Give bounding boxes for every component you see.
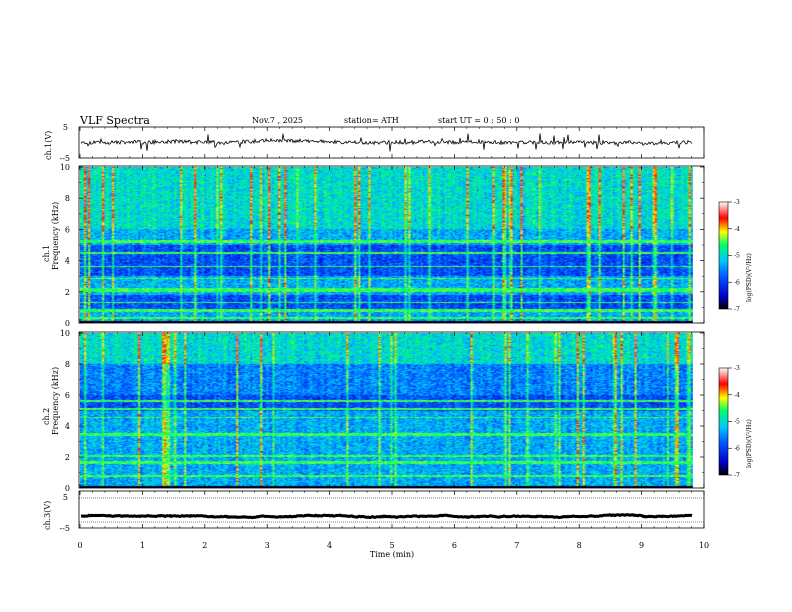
freq-tick-label: 8 — [65, 360, 70, 369]
freq-tick-label: 10 — [60, 163, 70, 172]
x-tick-label: 6 — [452, 541, 457, 550]
x-tick-label: 10 — [699, 541, 709, 550]
station-label: station= ATH — [344, 116, 399, 125]
freq-tick-label: 8 — [65, 194, 70, 203]
colorbar-tick-label: -7 — [734, 306, 740, 313]
ch1-waveform-panel: 5 --5 ch.1(V) — [44, 123, 705, 163]
x-axis-label: Time (min) — [370, 550, 414, 559]
colorbar-tick-label: -4 — [734, 392, 740, 399]
x-tick-label: 9 — [639, 541, 644, 550]
colorbar-tick-label: -5 — [734, 253, 740, 260]
ch3-ytick-bottom: --5 — [60, 524, 71, 533]
ch1-freq-ticks: 0 2 4 6 8 10 — [60, 163, 704, 328]
freq-tick-label: 2 — [65, 288, 70, 297]
freq-tick-label: 4 — [65, 422, 70, 431]
time-axis: 0 1 2 3 4 5 6 7 8 9 10 — [77, 127, 709, 550]
freq-tick-label: 0 — [65, 319, 70, 328]
x-tick-label: 2 — [202, 541, 207, 550]
ch2-spectrogram-image — [80, 333, 693, 488]
ch1-waveform-line — [80, 133, 693, 152]
freq-tick-label: 2 — [65, 453, 70, 462]
freq-tick-label: 4 — [65, 257, 70, 266]
ch2-spec-ylabel-bottom: Frequency (kHz) — [51, 367, 60, 435]
ch3-waveform-line — [80, 513, 693, 520]
freq-tick-label: 0 — [65, 484, 70, 493]
colorbar-tick-label: -6 — [734, 445, 740, 452]
x-tick-label: 7 — [514, 541, 519, 550]
x-tick-label: 5 — [389, 541, 394, 550]
ch1-ytick-top: 5 — [63, 123, 68, 132]
colorbar-tick-label: -4 — [734, 226, 740, 233]
freq-tick-label: 6 — [65, 391, 70, 400]
colorbar-tick-label: -7 — [734, 472, 740, 479]
ch2-colorbar: -3 -4 -5 -6 -7 log(PSD)(V²/Hz) — [718, 365, 753, 479]
ch1-spec-ylabel-bottom: Frequency (kHz) — [51, 202, 60, 270]
start-ut-label: start UT = 0 : 50 : 0 — [438, 116, 519, 125]
ch1-ylabel: ch.1(V) — [44, 131, 53, 160]
colorbar-tick-label: -3 — [734, 365, 740, 372]
x-tick-label: 0 — [77, 541, 82, 550]
ch1-spectrogram-image — [80, 167, 693, 323]
ch2-freq-ticks: 0 2 4 6 8 10 — [60, 329, 704, 493]
date-label: Nov.7 , 2025 — [252, 116, 303, 125]
figure-title: VLF Spectra — [79, 114, 150, 127]
colorbar-label: log(PSD)(V²/Hz) — [746, 253, 753, 302]
colorbar-tick-label: -5 — [734, 419, 740, 426]
ch1-colorbar: -3 -4 -5 -6 -7 log(PSD)(V²/Hz) — [718, 199, 753, 313]
x-tick-label: 3 — [265, 541, 270, 550]
ch1-ytick-bottom: --5 — [60, 154, 71, 163]
colorbar-tick-label: -3 — [734, 199, 740, 206]
ch2-spec-ylabel-top: ch.2 — [42, 408, 51, 425]
freq-tick-label: 10 — [60, 329, 70, 338]
ch1-spectrogram-panel: 0 2 4 6 8 10 ch.1 Frequency (kHz) — [42, 163, 705, 328]
colorbar-tick-label: -6 — [734, 279, 740, 286]
ch2-spectrogram-panel: 0 2 4 6 8 10 ch.2 Frequency (kHz) — [42, 329, 705, 493]
ch3-ytick-top: 5 — [63, 493, 68, 502]
ch3-waveform-panel: 5 --5 ch.3(V) — [43, 490, 705, 533]
x-tick-label: 1 — [140, 541, 145, 550]
ch1-spec-ylabel-top: ch.1 — [42, 245, 51, 262]
x-tick-label: 8 — [577, 541, 582, 550]
colorbar-label: log(PSD)(V²/Hz) — [746, 419, 753, 468]
x-tick-label: 4 — [327, 541, 332, 550]
ch3-ylabel: ch.3(V) — [43, 501, 52, 530]
freq-tick-label: 6 — [65, 225, 70, 234]
